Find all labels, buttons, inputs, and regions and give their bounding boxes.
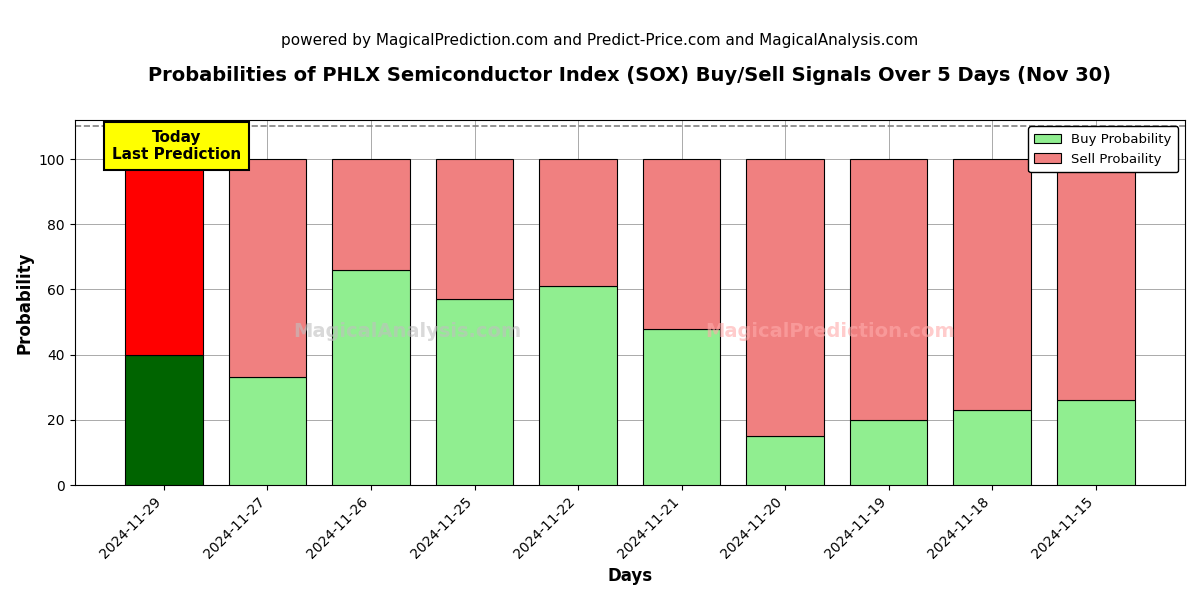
Bar bbox=[332, 270, 410, 485]
Y-axis label: Probability: Probability bbox=[16, 251, 34, 354]
Bar bbox=[1057, 159, 1134, 400]
Text: MagicalAnalysis.com: MagicalAnalysis.com bbox=[294, 322, 522, 341]
Text: powered by MagicalPrediction.com and Predict-Price.com and MagicalAnalysis.com: powered by MagicalPrediction.com and Pre… bbox=[281, 33, 919, 48]
Bar bbox=[953, 410, 1031, 485]
Title: Probabilities of PHLX Semiconductor Index (SOX) Buy/Sell Signals Over 5 Days (No: Probabilities of PHLX Semiconductor Inde… bbox=[149, 66, 1111, 85]
Bar bbox=[1057, 400, 1134, 485]
Bar bbox=[332, 159, 410, 270]
Bar bbox=[125, 159, 203, 355]
Bar bbox=[953, 159, 1031, 410]
Bar bbox=[539, 159, 617, 286]
Bar bbox=[643, 159, 720, 329]
Bar bbox=[746, 159, 824, 436]
Bar bbox=[229, 377, 306, 485]
Text: Today
Last Prediction: Today Last Prediction bbox=[112, 130, 241, 162]
Text: MagicalPrediction.com: MagicalPrediction.com bbox=[704, 322, 954, 341]
Bar bbox=[436, 159, 514, 299]
X-axis label: Days: Days bbox=[607, 567, 653, 585]
Legend: Buy Probability, Sell Probaility: Buy Probability, Sell Probaility bbox=[1028, 127, 1178, 172]
Bar bbox=[539, 286, 617, 485]
Bar bbox=[229, 159, 306, 377]
Bar bbox=[436, 299, 514, 485]
Bar bbox=[746, 436, 824, 485]
Bar bbox=[643, 329, 720, 485]
Bar bbox=[850, 159, 928, 420]
Bar bbox=[125, 355, 203, 485]
Bar bbox=[850, 420, 928, 485]
